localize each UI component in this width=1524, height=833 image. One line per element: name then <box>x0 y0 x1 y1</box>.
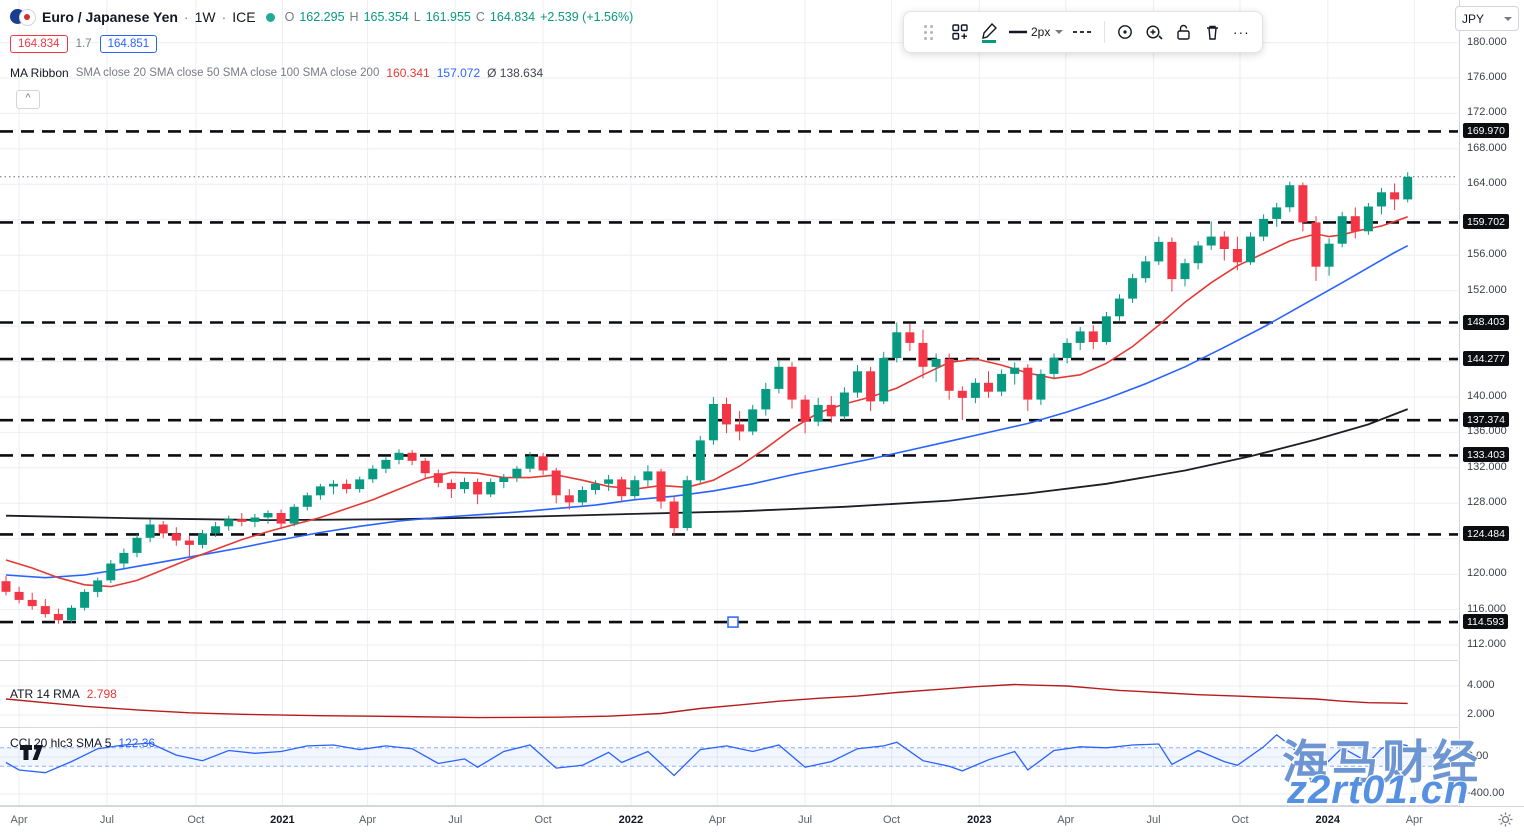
lock-icon[interactable] <box>1170 17 1196 47</box>
price-chart[interactable] <box>0 0 1458 806</box>
atr-name: ATR 14 RMA <box>10 687 80 701</box>
level-price-badge: 124.484 <box>1463 526 1509 542</box>
magnet-add-icon[interactable] <box>1141 17 1167 47</box>
delete-icon[interactable] <box>1199 17 1225 47</box>
spread-label: 1.7 <box>75 38 92 50</box>
axis-price-label: 132.000 <box>1467 460 1507 473</box>
axis-time-label: Jul <box>99 814 114 826</box>
axis-time-label: Oct <box>187 814 205 826</box>
ma-ribbon-legend[interactable]: MA Ribbon SMA close 20 SMA close 50 SMA … <box>10 66 543 80</box>
axis-time-label: Oct <box>882 814 901 826</box>
level-price-badge: 148.403 <box>1463 314 1509 330</box>
axis-time-label: Jul <box>798 814 813 826</box>
line-width-control[interactable]: 2px <box>1005 17 1066 47</box>
atr-legend[interactable]: ATR 14 RMA 2.798 <box>10 687 117 701</box>
indicator-params: SMA close 20 SMA close 50 SMA close 100 … <box>75 67 380 79</box>
axis-price-label: 120.000 <box>1467 567 1507 580</box>
level-price-badge: 137.374 <box>1463 412 1509 428</box>
axis-time-label: Oct <box>534 814 552 826</box>
chevron-down-icon <box>1055 30 1064 34</box>
axis-price-label: 136.000 <box>1467 425 1507 438</box>
line-style-icon[interactable] <box>1069 17 1097 47</box>
level-price-badge: 144.277 <box>1463 351 1509 367</box>
separator-dot: · <box>221 9 227 25</box>
candles <box>1 172 1413 624</box>
interval-label[interactable]: 1W <box>194 9 216 25</box>
cci-value: 122.36 <box>118 736 156 750</box>
axis-price-label: 112.000 <box>1467 638 1506 651</box>
buy-price-button[interactable]: 164.851 <box>99 35 158 53</box>
time-axis[interactable]: Apr Jul Oct 2021 Apr Jul Oct 2022 Apr Jul Oct 2023 A… <box>0 806 1524 833</box>
more-options-icon[interactable]: ··· <box>1228 17 1254 47</box>
level-handle[interactable] <box>727 616 739 628</box>
tradingview-logo[interactable] <box>20 742 46 769</box>
level-price-badge: 133.403 <box>1463 447 1509 463</box>
separator-dot: · <box>183 9 189 25</box>
gear-icon[interactable] <box>1497 811 1514 831</box>
axis-price-label: 164.000 <box>1467 177 1507 190</box>
atr-line <box>5 683 1408 719</box>
chevron-down-icon <box>1504 16 1512 21</box>
price-axis[interactable]: JPY 180.000 176.000 172.000 168.000 164.000 1… <box>1455 0 1524 806</box>
axis-time-label: Apr <box>1405 814 1423 826</box>
axis-price-label: 156.000 <box>1467 248 1507 261</box>
axis-price-label: 4.000 <box>1467 679 1495 691</box>
level-price-badge: 114.593 <box>1463 614 1509 630</box>
axis-price-label: 152.000 <box>1467 283 1507 296</box>
drawing-toolbar: 2px ··· <box>903 11 1264 53</box>
axis-price-label: 2.000 <box>1467 708 1495 720</box>
sma200-value: Ø 138.634 <box>487 66 544 80</box>
axis-price-label: 168.000 <box>1467 141 1507 154</box>
cci-line <box>5 733 1408 777</box>
axis-price-label: 116.000 <box>1467 602 1506 615</box>
brush-color-icon[interactable] <box>976 17 1002 47</box>
axis-price-label: 0.00 <box>1467 750 1489 762</box>
exchange-label: ICE <box>232 9 256 25</box>
watermark-line1: 海马财经 <box>1282 736 1482 788</box>
watermark-line2: z2rt01.cn <box>1287 768 1470 812</box>
atr-value: 2.798 <box>86 687 117 701</box>
line-width-label: 2px <box>1031 25 1051 39</box>
currency-dropdown[interactable]: JPY <box>1455 6 1519 31</box>
indicator-name: MA Ribbon <box>10 66 69 80</box>
drag-handle[interactable] <box>912 17 944 47</box>
axis-time-label: Apr <box>708 814 726 826</box>
ohlc-values: O 162.295 H 165.354 L 161.955 C 164.834 +2.5… <box>284 10 634 24</box>
symbol-header: Euro / Japanese Yen · 1W · ICE O 162.295 … <box>10 8 633 26</box>
axis-time-label: Jul <box>1146 814 1161 826</box>
axis-price-label: 176.000 <box>1467 71 1507 83</box>
pair-logo <box>10 8 36 26</box>
level-price-badge: 169.970 <box>1463 123 1509 139</box>
axis-time-label: 2022 <box>618 814 644 826</box>
axis-time-label: Jul <box>448 814 463 826</box>
axis-time-label: Apr <box>358 814 377 826</box>
sma100-value: 157.072 <box>436 66 481 80</box>
sell-price-button[interactable]: 164.834 <box>10 35 68 53</box>
collapse-legend-button[interactable]: ^ <box>16 90 40 109</box>
currency-label: JPY <box>1462 11 1485 26</box>
layout-grid-icon[interactable] <box>947 17 973 47</box>
change-label: +2.539 (+1.56%) <box>540 10 634 24</box>
target-dot-icon[interactable] <box>1112 17 1138 47</box>
axis-price-label: 172.000 <box>1467 106 1507 119</box>
toolbar-separator <box>1104 21 1106 43</box>
axis-time-label: 2024 <box>1315 814 1341 826</box>
axis-price-label: 180.000 <box>1467 35 1507 48</box>
axis-time-label: 2021 <box>270 814 295 826</box>
axis-price-label: 128.000 <box>1467 496 1507 509</box>
axis-time-label: Apr <box>1057 814 1075 826</box>
axis-time-label: Apr <box>10 814 28 826</box>
axis-time-label: Oct <box>1231 814 1249 826</box>
sma20-value: 160.341 <box>386 66 430 80</box>
level-price-badge: 159.702 <box>1463 214 1509 230</box>
symbol-name[interactable]: Euro / Japanese Yen <box>42 9 178 25</box>
market-status-icon <box>265 12 275 22</box>
axis-price-label: -400.00 <box>1467 787 1505 799</box>
axis-price-label: 140.000 <box>1467 389 1507 402</box>
axis-time-label: 2023 <box>967 814 992 826</box>
